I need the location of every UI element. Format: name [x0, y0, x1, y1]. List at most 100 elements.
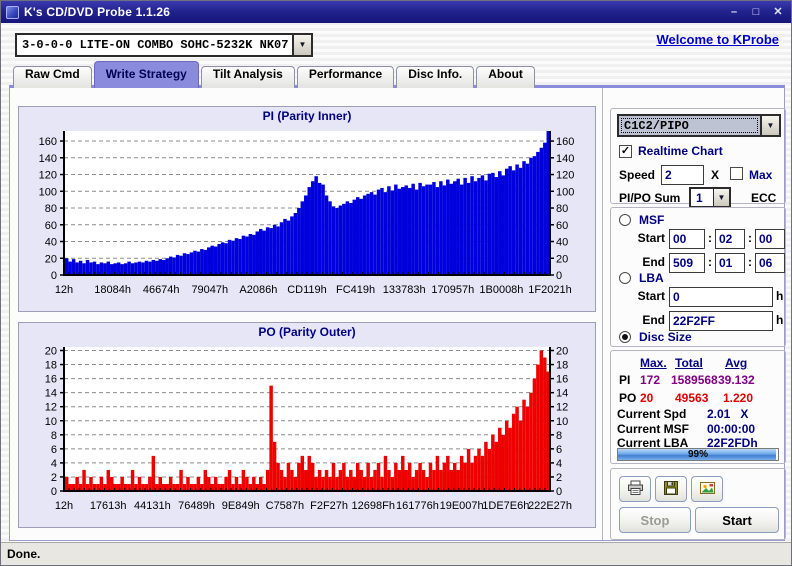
welcome-link[interactable]: Welcome to KProbe: [656, 32, 779, 47]
svg-text:14: 14: [556, 388, 568, 400]
pi-chart-title: PI (Parity Inner): [262, 109, 352, 123]
msf-separator: :: [748, 231, 752, 245]
start-button[interactable]: Start: [695, 507, 779, 533]
drive-dropdown-button[interactable]: ▼: [292, 35, 311, 55]
svg-text:8: 8: [556, 430, 562, 442]
speed-input[interactable]: [661, 165, 704, 185]
svg-text:0: 0: [556, 486, 562, 498]
minimize-icon[interactable]: –: [730, 6, 738, 18]
speed-label: Speed: [619, 168, 656, 182]
stats-po-avg: 1.220: [723, 391, 754, 405]
msf-start-min-field[interactable]: [669, 229, 705, 249]
pi-chart: PI (Parity Inner) 0 0 20 20 40 40 60 60 80 80 100 1…: [18, 106, 596, 312]
progress-bar-text: 99%: [687, 449, 708, 460]
svg-text:76489h: 76489h: [178, 500, 215, 512]
svg-text:9E849h: 9E849h: [222, 500, 260, 512]
po-chart: PO (Parity Outer) 0 0 2 2 4 4 6 6 8 8 10 10 12 12 14 14…: [18, 322, 596, 528]
svg-text:160: 160: [39, 136, 57, 148]
speed-unit-label: X: [711, 168, 720, 182]
lba-start-field[interactable]: [669, 287, 773, 307]
tab-disc-info[interactable]: Disc Info.: [396, 66, 475, 88]
svg-text:140: 140: [39, 153, 57, 165]
mode-dropdown-button[interactable]: ▼: [760, 116, 779, 135]
svg-text:12: 12: [556, 402, 568, 414]
svg-text:12: 12: [45, 402, 57, 414]
svg-text:6: 6: [51, 444, 57, 456]
realtime-chart-checkbox[interactable]: ✓: [619, 145, 632, 158]
realtime-chart-label: Realtime Chart: [638, 144, 723, 158]
svg-text:133783h: 133783h: [383, 284, 426, 296]
msf-end-min-field[interactable]: [669, 253, 705, 273]
lba-label: LBA: [639, 271, 664, 285]
msf-end-frame-field[interactable]: [755, 253, 785, 273]
print-button[interactable]: [619, 476, 651, 502]
svg-text:F2F27h: F2F27h: [310, 500, 348, 512]
svg-text:C7587h: C7587h: [266, 500, 305, 512]
lba-end-unit: h: [776, 313, 784, 327]
po-chart-title: PO (Parity Outer): [258, 325, 356, 339]
max-checkbox[interactable]: [730, 167, 743, 180]
save-button[interactable]: [655, 476, 687, 502]
panel-divider: [602, 88, 604, 540]
msf-label: MSF: [639, 213, 665, 227]
disc-size-radio[interactable]: [619, 331, 631, 343]
tab-strip: Raw Cmd Write Strategy Tilt Analysis Per…: [13, 61, 535, 88]
lba-end-field[interactable]: [669, 311, 773, 331]
stop-button[interactable]: Stop: [619, 507, 691, 533]
pipo-sum-dropdown-button[interactable]: ▼: [713, 189, 729, 206]
tab-performance[interactable]: Performance: [296, 66, 395, 88]
svg-text:1F2021h: 1F2021h: [528, 284, 571, 296]
svg-text:120: 120: [39, 170, 57, 182]
current-lba-label: Current LBA: [617, 436, 689, 450]
current-spd-value: 2.01 X: [707, 407, 749, 421]
close-icon[interactable]: ✕: [773, 6, 783, 18]
svg-text:40: 40: [556, 237, 568, 249]
stats-col-total: Total: [675, 356, 703, 370]
msf-radio[interactable]: [619, 214, 631, 226]
msf-separator: :: [748, 255, 752, 269]
svg-text:4: 4: [51, 458, 57, 470]
svg-text:18: 18: [45, 360, 57, 372]
tab-raw-cmd[interactable]: Raw Cmd: [13, 66, 92, 88]
msf-start-label: Start: [637, 231, 665, 245]
svg-text:4: 4: [556, 458, 562, 470]
mode-select-value: C1C2/PIPO: [619, 116, 760, 135]
save-image-button[interactable]: [691, 476, 723, 502]
tab-tilt-analysis[interactable]: Tilt Analysis: [200, 66, 295, 88]
current-msf-value: 00:00:00: [707, 422, 756, 436]
msf-start-sec-field[interactable]: [715, 229, 745, 249]
svg-text:12h: 12h: [55, 500, 73, 512]
actions-group: Stop Start: [610, 468, 786, 540]
maximize-icon[interactable]: □: [752, 6, 760, 18]
msf-end-sec-field[interactable]: [715, 253, 745, 273]
svg-text:60: 60: [556, 220, 568, 232]
window-controls: – □ ✕: [726, 4, 786, 20]
app-icon: [6, 5, 19, 19]
mode-select[interactable]: C1C2/PIPO ▼: [617, 114, 781, 137]
svg-text:1B0008h: 1B0008h: [479, 284, 523, 296]
msf-end-label: End: [642, 255, 665, 269]
tab-write-strategy[interactable]: Write Strategy: [93, 61, 199, 88]
max-label: Max: [749, 168, 773, 182]
chevron-down-icon: ▼: [717, 192, 726, 202]
pipo-sum-select[interactable]: 1 ▼: [689, 187, 731, 208]
svg-text:10: 10: [556, 416, 568, 428]
chevron-down-icon: ▼: [766, 120, 775, 130]
svg-text:0: 0: [51, 486, 57, 498]
lba-radio[interactable]: [619, 272, 631, 284]
svg-text:8: 8: [51, 430, 57, 442]
msf-start-frame-field[interactable]: [755, 229, 785, 249]
drive-select[interactable]: 3-0-0-0 LITE-ON COMBO SOHC-5232K NK07 ▼: [15, 33, 313, 57]
svg-text:60: 60: [45, 220, 57, 232]
stats-po-total: 49563: [675, 391, 709, 405]
svg-text:170957h: 170957h: [431, 284, 474, 296]
progress-bar-fill: [618, 449, 777, 460]
svg-text:161776h: 161776h: [396, 500, 439, 512]
status-text: Done.: [7, 547, 41, 561]
pi-chart-plot: 0 0 20 20 40 40 60 60 80 80 100 100 120 120 140 140 160 1…: [39, 131, 574, 296]
svg-text:80: 80: [45, 203, 57, 215]
disc-size-label: Disc Size: [639, 330, 692, 344]
svg-text:2: 2: [51, 472, 57, 484]
tab-about[interactable]: About: [476, 66, 535, 88]
